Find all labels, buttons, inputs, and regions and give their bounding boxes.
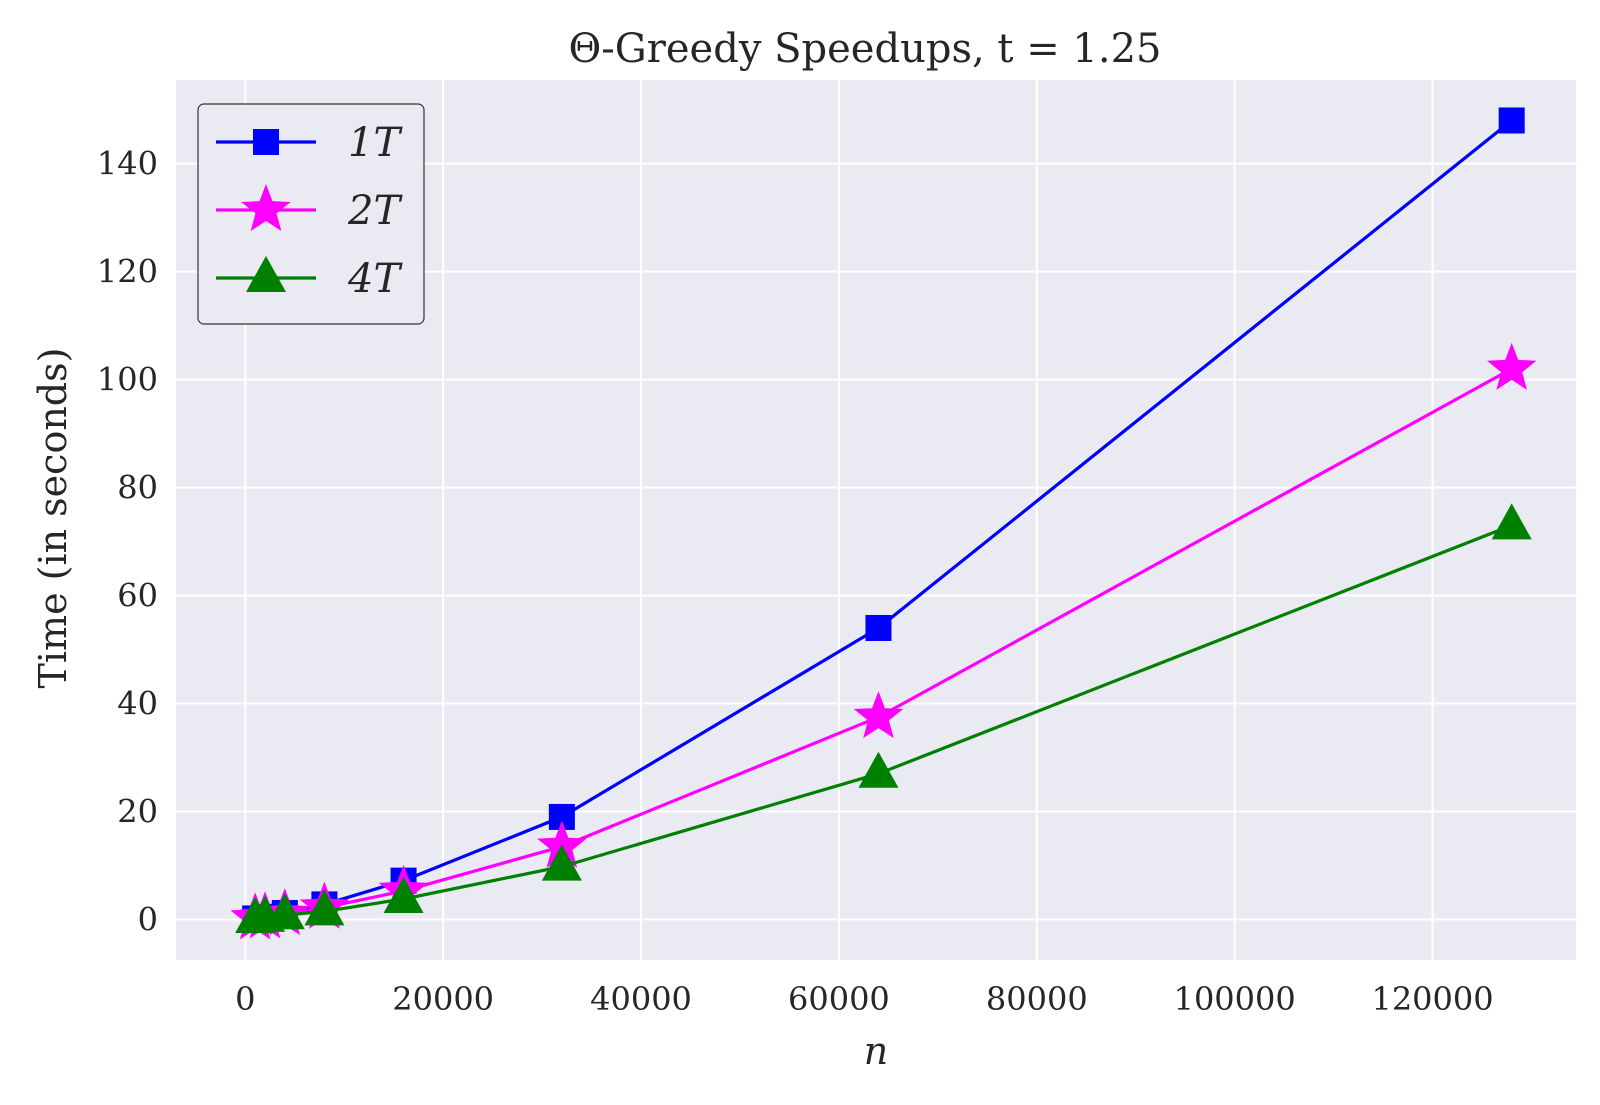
x-tick-label: 120000	[1371, 980, 1493, 1018]
data-point-4T	[383, 876, 424, 913]
data-point-4T	[858, 751, 899, 788]
data-point-2T	[853, 691, 904, 739]
series-group	[230, 107, 1537, 940]
y-tick-label: 60	[117, 577, 158, 615]
tick-labels: 0 20000 40000 60000 80000 100000 120000 0 20 40 60…	[97, 145, 1494, 1018]
x-tick-label: 0	[235, 980, 255, 1018]
chart-title: Θ-Greedy Speedups, t = 1.25	[568, 26, 1161, 72]
legend-label: 1T	[348, 120, 403, 166]
x-tick-label: 40000	[590, 980, 692, 1018]
y-tick-label: 140	[97, 145, 158, 183]
data-point-4T	[304, 889, 345, 926]
legend-label: 4T	[347, 256, 403, 302]
legend-item-2T: 2T	[216, 184, 403, 234]
legend-marker	[246, 256, 286, 292]
x-axis-label: n	[864, 1029, 888, 1073]
data-point-1T	[865, 614, 892, 641]
y-tick-label: 20	[117, 793, 158, 831]
y-tick-label: 120	[97, 253, 158, 291]
y-tick-label: 100	[97, 361, 158, 399]
data-point-4T	[264, 893, 305, 930]
legend: 1T 2T 4T	[197, 103, 425, 325]
series-4T	[235, 503, 1532, 933]
data-point-2T	[1487, 342, 1537, 390]
legend-marker	[241, 184, 291, 231]
data-point-1T	[1498, 107, 1525, 134]
legend-item-4T: 4T	[216, 256, 403, 302]
y-tick-label: 40	[117, 685, 158, 723]
x-tick-label: 20000	[392, 980, 494, 1018]
x-tick-label: 60000	[788, 980, 890, 1018]
y-tick-label: 0	[138, 901, 158, 939]
data-point-4T	[1491, 503, 1532, 540]
y-tick-label: 80	[117, 469, 158, 507]
legend-marker	[253, 129, 279, 155]
x-tick-label: 100000	[1174, 980, 1296, 1018]
x-tick-label: 80000	[986, 980, 1088, 1018]
legend-item-1T: 1T	[216, 120, 403, 166]
legend-box	[197, 103, 425, 325]
data-point-4T	[541, 844, 582, 881]
legend-label: 2T	[347, 188, 403, 234]
y-axis-label: Time (in seconds)	[31, 348, 75, 689]
data-point-2T	[537, 820, 587, 868]
